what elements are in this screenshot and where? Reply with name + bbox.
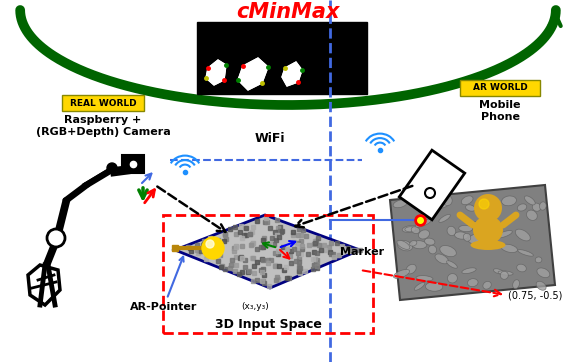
- Ellipse shape: [439, 245, 456, 257]
- Ellipse shape: [537, 268, 550, 278]
- Ellipse shape: [425, 238, 435, 245]
- Ellipse shape: [536, 281, 546, 290]
- Ellipse shape: [426, 282, 443, 291]
- Ellipse shape: [465, 205, 475, 211]
- Ellipse shape: [516, 229, 530, 241]
- Ellipse shape: [535, 257, 542, 263]
- Ellipse shape: [461, 196, 473, 205]
- Ellipse shape: [393, 269, 410, 278]
- Ellipse shape: [513, 280, 520, 289]
- Ellipse shape: [414, 282, 425, 290]
- FancyBboxPatch shape: [399, 150, 465, 220]
- Circle shape: [425, 188, 435, 198]
- Polygon shape: [390, 185, 555, 300]
- Ellipse shape: [525, 196, 535, 205]
- Ellipse shape: [478, 218, 490, 227]
- Ellipse shape: [501, 271, 508, 279]
- Ellipse shape: [429, 245, 437, 254]
- Ellipse shape: [444, 196, 452, 206]
- Polygon shape: [282, 62, 302, 86]
- Ellipse shape: [432, 203, 449, 209]
- Ellipse shape: [462, 268, 476, 274]
- Ellipse shape: [446, 261, 457, 268]
- Ellipse shape: [526, 210, 537, 220]
- Ellipse shape: [402, 193, 411, 199]
- Ellipse shape: [468, 234, 483, 244]
- Ellipse shape: [415, 219, 431, 227]
- Ellipse shape: [475, 240, 482, 245]
- Ellipse shape: [419, 208, 425, 213]
- Ellipse shape: [405, 227, 416, 232]
- Bar: [62, 95, 144, 111]
- Ellipse shape: [419, 230, 430, 239]
- Polygon shape: [175, 215, 360, 288]
- Ellipse shape: [447, 226, 456, 236]
- Ellipse shape: [410, 240, 417, 246]
- Ellipse shape: [494, 269, 503, 274]
- Ellipse shape: [540, 202, 546, 210]
- Ellipse shape: [397, 240, 412, 251]
- Ellipse shape: [393, 200, 407, 208]
- Ellipse shape: [463, 233, 471, 241]
- Ellipse shape: [468, 279, 478, 287]
- Ellipse shape: [471, 240, 506, 250]
- Ellipse shape: [458, 226, 472, 232]
- Ellipse shape: [498, 271, 513, 275]
- Text: REAL WORLD: REAL WORLD: [70, 98, 137, 108]
- Ellipse shape: [502, 196, 517, 206]
- Ellipse shape: [471, 221, 484, 229]
- Ellipse shape: [402, 226, 418, 232]
- Text: Marker: Marker: [340, 247, 384, 257]
- Polygon shape: [238, 58, 268, 90]
- Ellipse shape: [397, 240, 410, 249]
- Ellipse shape: [476, 208, 483, 214]
- Polygon shape: [206, 60, 226, 85]
- Ellipse shape: [501, 244, 517, 253]
- Ellipse shape: [483, 281, 491, 289]
- Text: WiFi: WiFi: [255, 131, 285, 144]
- Bar: [197, 22, 367, 94]
- Ellipse shape: [435, 254, 448, 264]
- Ellipse shape: [454, 232, 468, 239]
- Ellipse shape: [484, 214, 498, 222]
- Ellipse shape: [439, 214, 450, 222]
- Text: AR WORLD: AR WORLD: [473, 84, 528, 93]
- Circle shape: [107, 163, 117, 173]
- Text: cMinMax: cMinMax: [236, 2, 340, 22]
- Text: (0.75, -0.5): (0.75, -0.5): [508, 290, 562, 300]
- Text: 3D Input Space: 3D Input Space: [215, 318, 321, 331]
- Circle shape: [202, 237, 224, 259]
- Bar: [122, 155, 144, 173]
- Ellipse shape: [412, 241, 427, 249]
- Ellipse shape: [448, 274, 457, 283]
- Circle shape: [474, 194, 502, 222]
- Text: Raspberry +
(RGB+Depth) Camera: Raspberry + (RGB+Depth) Camera: [36, 115, 170, 136]
- Ellipse shape: [497, 231, 512, 238]
- Ellipse shape: [518, 250, 533, 256]
- Bar: [163, 215, 373, 333]
- Ellipse shape: [473, 216, 503, 244]
- Ellipse shape: [411, 227, 420, 233]
- Ellipse shape: [406, 264, 416, 274]
- Circle shape: [479, 199, 489, 209]
- Ellipse shape: [517, 264, 526, 272]
- Text: (x₃,y₃): (x₃,y₃): [241, 302, 269, 311]
- Circle shape: [47, 229, 65, 247]
- Text: AR-Pointer: AR-Pointer: [130, 257, 198, 312]
- Circle shape: [206, 240, 214, 248]
- Ellipse shape: [532, 203, 541, 211]
- Ellipse shape: [517, 204, 526, 211]
- Text: Mobile
Phone: Mobile Phone: [479, 100, 521, 122]
- Ellipse shape: [486, 221, 501, 228]
- Ellipse shape: [416, 275, 433, 281]
- Bar: [460, 80, 540, 96]
